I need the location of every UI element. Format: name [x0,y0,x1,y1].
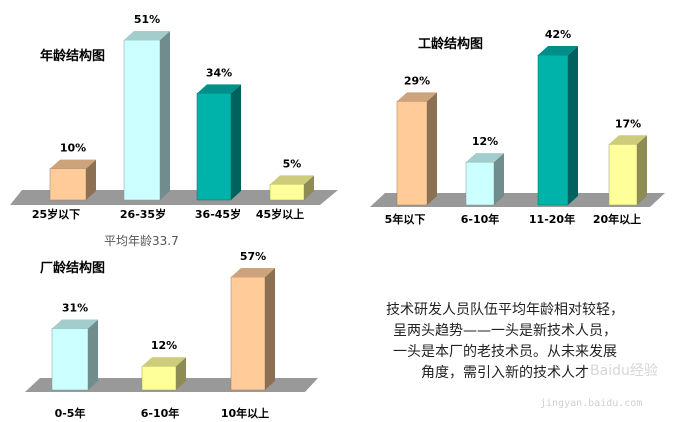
category-label: 20年以上 [593,212,641,226]
description-line-1: 技术研发人员队伍平均年龄相对较轻， [386,302,624,318]
bar-front [608,144,638,206]
data-label: 12% [151,339,177,352]
bar-top [270,175,314,185]
chart-1: 年龄结构图 10% 25岁以下 51% 26-35岁 34% 36-45岁 5% 45岁以上 [10,13,338,221]
bar-side [160,31,170,200]
category-label: 10年以上 [221,406,269,420]
bar-2 [141,357,186,391]
bar-1 [49,159,96,201]
data-label: 29% [404,74,430,87]
category-label: 11-20年 [529,212,575,226]
bar-front [141,365,177,391]
bar-side [427,92,437,205]
category-label: 6-10年 [141,406,180,420]
category-label: 0-5年 [55,406,86,420]
bar-1 [396,92,437,206]
bar-top [124,31,170,40]
bar-top [52,319,98,329]
bar-front [230,276,266,391]
bar-front [396,101,428,206]
bar-side [265,268,275,390]
bar-front [51,328,89,391]
bar-side [637,135,647,205]
bar-top [50,159,96,169]
bar-top [197,84,241,94]
bar-2 [123,31,170,201]
bar-top [142,357,186,367]
bar-2 [465,153,504,206]
bar-3 [230,268,275,391]
bar-4 [269,175,314,201]
data-label: 51% [134,13,160,26]
data-label: 5% [283,157,302,170]
bar-top [609,135,647,145]
bar-front [49,168,87,201]
watermark-brand: Baidu经验 [590,363,658,379]
bar-side [231,84,241,200]
category-label: 5年以下 [385,212,426,226]
average-age-label: 平均年龄33.7 [104,234,179,248]
category-label: 25岁以下 [32,207,80,221]
bar-side [88,319,98,390]
bar-side [86,159,96,200]
bar-front [465,161,495,206]
bar-1 [51,319,98,391]
data-label: 57% [240,250,266,263]
bar-4 [608,135,647,206]
bar-top [466,153,504,163]
category-label: 36-45岁 [195,207,241,221]
description-line-4: 角度，需引入新的技术人才 [421,365,589,381]
bar-3 [537,46,578,206]
chart-title: 厂龄结构图 [40,260,105,276]
chart-3: 厂龄结构图 31% 0-5年 12% 6-10年 57% 10年以上 [25,250,318,420]
description-line-2: 呈两头趋势——一头是新技术人员， [393,323,617,339]
chart-title: 工龄结构图 [418,36,483,52]
chart-2: 工龄结构图 29% 5年以下 12% 6-10年 42% 11-20年 17% 20年以上 [370,28,665,226]
watermark-url: jingyan.baidu.com [540,398,643,409]
chart-floor [370,193,665,207]
bar-top [538,46,578,55]
data-label: 31% [62,302,88,315]
chart-title: 年龄结构图 [40,48,105,64]
bar-top [397,92,437,102]
bar-3 [196,84,241,201]
description-line-3: 一头是本厂的老技术员。从未来发展 [393,344,617,360]
bar-front [269,184,305,201]
category-label: 26-35岁 [120,207,166,221]
data-label: 12% [472,135,498,148]
category-label: 45岁以上 [256,207,304,221]
bar-top [231,268,275,277]
data-label: 34% [206,66,232,79]
data-label: 17% [615,117,641,130]
bar-front [196,93,232,201]
data-label: 42% [545,28,571,41]
data-label: 10% [60,142,86,155]
description-text: 技术研发人员队伍平均年龄相对较轻， 呈两头趋势——一头是新技术人员， 一头是本厂… [340,300,670,384]
bar-front [123,39,161,201]
bar-front [537,54,569,206]
category-label: 6-10年 [461,212,500,226]
bar-side [568,46,578,205]
bar-side [176,357,186,390]
bar-side [494,153,504,205]
bar-side [304,175,314,200]
